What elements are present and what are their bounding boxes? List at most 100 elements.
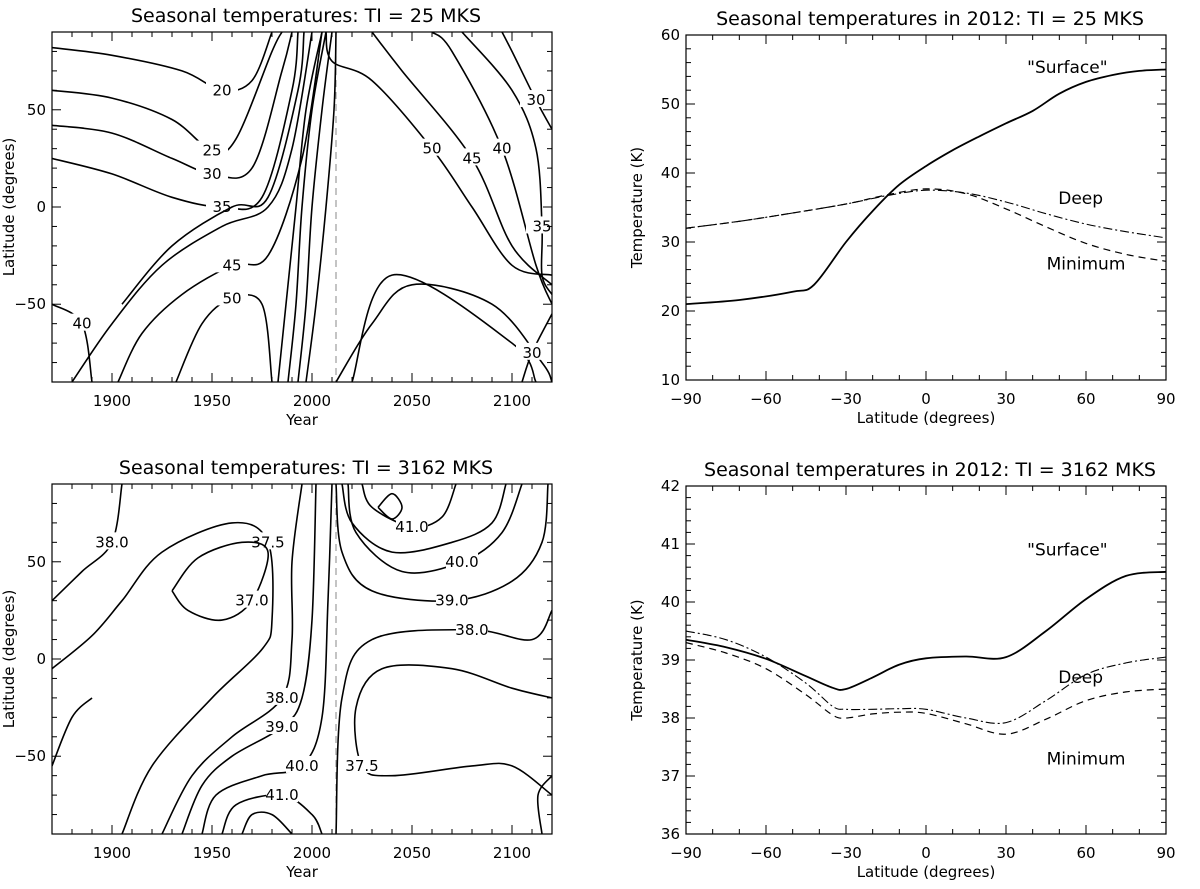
contour-label-bg <box>266 785 298 803</box>
contour-label-bg <box>252 532 284 550</box>
y-tick-label: 0 <box>36 198 46 216</box>
contour-label: 38.0 <box>265 689 298 707</box>
contour-line <box>335 283 552 382</box>
y-tick-label: 37 <box>661 767 680 785</box>
y-tick-label: 36 <box>661 825 680 843</box>
x-tick-label: 1950 <box>193 844 231 862</box>
contour-line <box>171 541 269 622</box>
x-tick-label: 60 <box>1076 390 1095 408</box>
contour-line <box>305 32 337 382</box>
series-annotation: Minimum <box>1047 749 1126 769</box>
contour-label-bg <box>456 148 488 166</box>
contour-line <box>52 32 273 92</box>
contour-label-bg <box>456 619 488 637</box>
contour-line <box>353 664 552 796</box>
series-line-minimum <box>686 642 1166 735</box>
contour-line <box>181 484 317 834</box>
contour-label-bg <box>286 755 318 773</box>
contour-label-bg <box>196 140 228 158</box>
series-annotation: Minimum <box>1047 255 1126 275</box>
contour-label-bg <box>486 138 518 156</box>
panel-profile-ti25: Seasonal temperatures in 2012: TI = 25 M… <box>628 8 1176 427</box>
y-axis-label: Latitude (degrees) <box>0 590 18 729</box>
x-axis-label: Year <box>285 863 319 881</box>
y-tick-label: 40 <box>661 593 680 611</box>
contour-label: 30 <box>522 344 541 362</box>
contour-label-bg <box>266 687 298 705</box>
x-tick-label: 2050 <box>393 844 431 862</box>
x-tick-label: 2000 <box>293 392 331 410</box>
contour-label-bg <box>526 216 552 234</box>
contour-line <box>501 32 552 130</box>
x-axis-label: Latitude (degrees) <box>857 409 996 427</box>
contour-label-bg <box>266 717 298 735</box>
x-tick-label: −60 <box>750 390 782 408</box>
y-tick-label: 50 <box>661 95 680 113</box>
contour-line <box>52 32 283 154</box>
contour-line <box>377 492 403 520</box>
x-tick-label: −90 <box>670 844 702 862</box>
x-tick-label: 0 <box>921 390 931 408</box>
contour-line <box>351 273 537 382</box>
series-annotation: Deep <box>1058 668 1103 688</box>
contour-line <box>241 811 293 834</box>
x-tick-label: 2050 <box>393 392 431 410</box>
contour-label: 40 <box>492 140 511 158</box>
contour-label-bg <box>516 342 548 360</box>
y-tick-label: 50 <box>27 553 46 571</box>
contour-label: 35 <box>532 217 551 235</box>
contour-line <box>277 32 323 382</box>
contour-label: 30 <box>526 91 545 109</box>
contour-label-bg <box>206 197 238 214</box>
contour-line <box>175 294 273 382</box>
contour-label: 38.0 <box>455 621 488 639</box>
plot-area: 20 25 30 35 40 45 50 50 45 40 35 30 30 <box>52 32 552 382</box>
y-tick-label: 30 <box>661 233 680 251</box>
y-tick-label: 50 <box>27 101 46 119</box>
contour-label-bg <box>216 255 248 273</box>
contour-label: 45 <box>462 149 481 167</box>
contour-label: 50 <box>422 140 441 158</box>
x-tick-label: 60 <box>1076 844 1095 862</box>
x-tick-label: 90 <box>1156 844 1175 862</box>
contour-label: 40.0 <box>445 553 478 571</box>
plot-frame <box>685 485 1167 835</box>
series-line-deep <box>686 630 1166 724</box>
x-tick-label: 1950 <box>193 392 231 410</box>
contour-label: 50 <box>222 289 241 307</box>
contour-label-bg <box>96 532 128 550</box>
contour-line <box>431 32 552 305</box>
contour-label-bg <box>416 138 448 156</box>
y-tick-label: 42 <box>661 477 680 495</box>
contour-line <box>52 697 93 767</box>
contour-label: 35 <box>212 198 231 216</box>
contour-label: 39.0 <box>435 592 468 610</box>
contour-line <box>335 609 552 834</box>
contour-line <box>461 32 552 295</box>
contour-line <box>52 32 293 179</box>
contour-label: 41.0 <box>395 518 428 536</box>
series-line-deep <box>686 189 1166 239</box>
series-annotation: Deep <box>1058 189 1103 209</box>
series-annotation: "Surface" <box>1027 541 1107 561</box>
x-tick-label: −30 <box>830 844 862 862</box>
contour-label-bg <box>446 551 478 569</box>
contour-label: 20 <box>212 81 231 99</box>
contour-label: 40.0 <box>285 757 318 775</box>
contour-label-bg <box>436 590 468 608</box>
contour-line <box>121 32 305 305</box>
x-tick-label: 30 <box>996 390 1015 408</box>
y-tick-label: 0 <box>36 650 46 668</box>
series-line-surface <box>686 68 1166 305</box>
contour-label-bg <box>520 90 552 108</box>
contour-label-bg <box>66 313 98 331</box>
contour-label: 39.0 <box>265 718 298 736</box>
contour-label-bg <box>216 288 248 306</box>
series-annotation: "Surface" <box>1027 58 1107 78</box>
x-tick-label: 0 <box>921 844 931 862</box>
contour-label-bg <box>196 163 228 181</box>
chart-title: Seasonal temperatures in 2012: TI = 25 M… <box>716 8 1144 30</box>
x-tick-label: 2100 <box>493 844 531 862</box>
contour-line <box>341 484 507 554</box>
contour-line <box>297 32 333 382</box>
